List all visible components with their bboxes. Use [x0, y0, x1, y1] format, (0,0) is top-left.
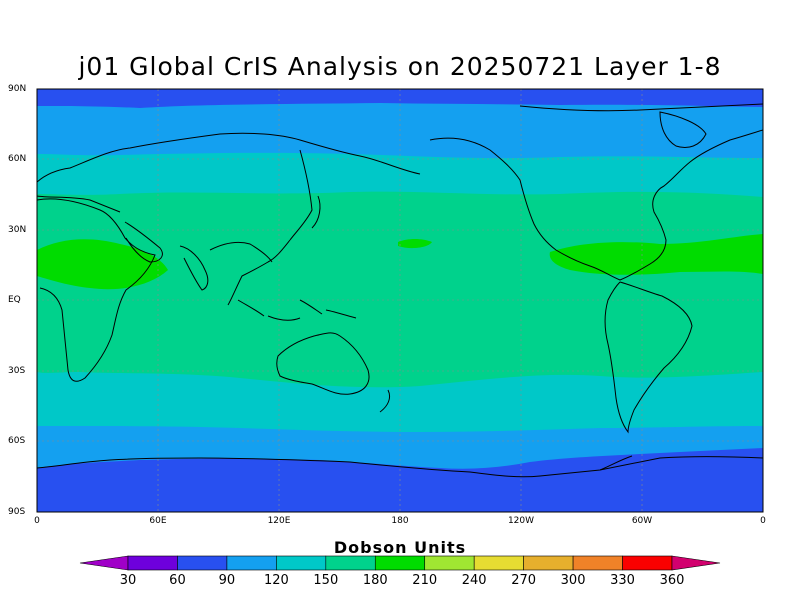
lon-label-60w: 60W: [631, 516, 653, 526]
colorbar-level-label: 300: [560, 573, 586, 588]
lat-label-90s: 90S: [8, 507, 26, 517]
colorbar-swatch: [622, 555, 673, 571]
ozone-field: [37, 89, 763, 512]
lon-label-0-east: 0: [760, 516, 766, 526]
graticule: [37, 89, 763, 512]
colorbar: [79, 555, 721, 571]
colorbar-swatch: [374, 555, 426, 571]
lon-label-120e: 120E: [267, 516, 291, 526]
colorbar-swatch: [177, 555, 228, 571]
chart-title: j01 Global CrIS Analysis on 20250721 Lay…: [78, 52, 722, 81]
lat-label-eq: EQ: [8, 295, 21, 305]
lat-label-60n: 60N: [8, 154, 27, 164]
colorbar-swatch: [127, 555, 178, 571]
lon-label-0: 0: [34, 516, 40, 526]
colorbar-swatch: [276, 555, 327, 571]
zone-180-210-pacific: [398, 239, 432, 249]
lat-label-30n: 30N: [8, 225, 27, 235]
colorbar-level-label: 90: [218, 573, 236, 588]
zone-90-120-north: [37, 89, 763, 159]
colorbar-level-label: 150: [313, 573, 339, 588]
colorbar-arrow-high: [671, 555, 721, 571]
colorbar-level-label: 210: [412, 573, 438, 588]
map-frame: [36, 88, 764, 513]
zone-180-210-caribbean: [549, 234, 763, 275]
coastlines: [37, 103, 763, 478]
colorbar-swatch: [325, 555, 376, 571]
colorbar-title: Dobson Units: [333, 538, 467, 557]
lon-label-120w: 120W: [507, 516, 535, 526]
lat-label-30s: 30S: [8, 366, 26, 376]
lon-label-180: 180: [391, 516, 409, 526]
zone-60-90-north: [37, 89, 763, 108]
lat-label-90n: 90N: [8, 84, 27, 94]
colorbar-swatch: [572, 555, 623, 571]
colorbar-arrow-low: [79, 555, 129, 571]
lon-label-60e: 60E: [149, 516, 167, 526]
colorbar-level-label: 180: [362, 573, 388, 588]
colorbar-swatch: [424, 555, 475, 571]
colorbar-level-label: 240: [461, 573, 487, 588]
colorbar-level-label: 60: [169, 573, 186, 588]
colorbar-level-label: 270: [511, 573, 537, 588]
colorbar-swatch: [473, 555, 524, 571]
colorbar-level-label: 30: [119, 573, 137, 588]
lat-label-60s: 60S: [8, 436, 26, 446]
colorbar-swatch: [523, 555, 574, 571]
colorbar-level-label: 330: [610, 573, 635, 588]
zone-180-210-africa: [37, 239, 168, 290]
colorbar-level-label: 120: [263, 573, 289, 588]
colorbar-swatch: [226, 555, 277, 571]
colorbar-level-label: 360: [659, 573, 685, 588]
